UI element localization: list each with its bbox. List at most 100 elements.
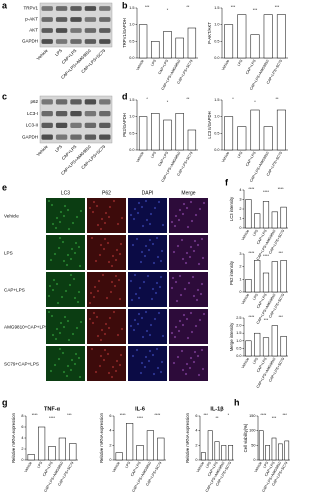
cell-signal [139, 371, 143, 375]
cell-signal [53, 363, 57, 367]
bar [27, 454, 35, 461]
y-tick-label: 0.0 [214, 148, 219, 152]
cell-signal [185, 251, 189, 255]
bar [151, 41, 160, 59]
cell-signal [201, 256, 205, 260]
x-tick-label: CAP+LPS [158, 150, 170, 167]
bar [284, 440, 290, 461]
cell-signal [192, 360, 196, 364]
cell-signal [197, 373, 201, 377]
cell-signal [100, 217, 104, 221]
significance: **** [32, 413, 38, 417]
blot-band [84, 39, 97, 44]
blot-band [70, 111, 82, 117]
cell-signal [170, 220, 174, 224]
significance: ** [216, 416, 219, 420]
cell-signal [192, 249, 196, 253]
column-label: P62 [102, 190, 111, 196]
x-tick-label: LPS [150, 150, 157, 158]
x-tick-label: CAP+LPS [256, 356, 268, 373]
x-tick-label: LPS [237, 58, 244, 66]
x-tick-label: Vehicle [254, 461, 263, 473]
cell-signal [160, 360, 164, 364]
y-tick-label: 1.5 [214, 98, 219, 102]
cell-signal [114, 258, 118, 262]
protein-label: GAPDH [22, 134, 38, 139]
y-tick-label: 0 [109, 458, 111, 462]
cell-signal [73, 362, 77, 366]
cell-signal [136, 211, 140, 215]
blot-band [41, 28, 53, 33]
cell-signal [103, 221, 107, 225]
y-tick-label: 2.0 [236, 324, 241, 328]
x-tick-label: Vehicle [241, 293, 250, 305]
bar [250, 34, 260, 59]
cell-signal [144, 310, 148, 314]
cell-signal [55, 216, 59, 220]
bar [271, 211, 278, 229]
cell-signal [160, 249, 164, 253]
cell-signal [154, 291, 158, 295]
blot-band [99, 17, 111, 22]
cell-signal [187, 281, 191, 285]
cell-signal [79, 320, 83, 324]
cell-signal [62, 370, 66, 374]
cell-signal [161, 223, 165, 227]
y-tick-label: 3 [239, 198, 241, 202]
cell-signal [189, 311, 193, 315]
cell-signal [103, 348, 107, 352]
cell-signal [159, 259, 163, 263]
row-label: CAP+LPS [4, 288, 25, 293]
y-tick-label: 2 [239, 207, 241, 211]
cell-signal [197, 262, 201, 266]
x-tick-label: LPS [124, 460, 131, 468]
cell-signal [153, 206, 157, 210]
bar [224, 116, 234, 151]
micrograph [87, 346, 126, 381]
y-tick-label: 0 [239, 290, 241, 294]
y-tick-label: 50 [251, 443, 255, 447]
cell-signal [107, 326, 111, 330]
y-tick-label: 1.0 [214, 115, 219, 119]
micrograph [46, 235, 85, 270]
blot-band [84, 134, 97, 140]
cell-signal [54, 337, 58, 341]
blot-band [55, 122, 68, 128]
cell-signal [91, 321, 95, 325]
bar [254, 213, 261, 229]
y-tick-label: 1.5 [236, 331, 241, 335]
column-label: Merge [181, 190, 195, 196]
cell-signal [57, 246, 61, 250]
cell-signal [62, 325, 66, 329]
x-tick-label: LPS [252, 356, 259, 364]
y-tick-label: 4 [195, 429, 197, 433]
lane-label: LPS [54, 144, 63, 153]
cell-signal [132, 217, 136, 221]
cell-signal [92, 200, 96, 204]
y-tick-label: 1.0 [129, 23, 134, 27]
bar [163, 31, 172, 59]
cell-signal [94, 259, 98, 263]
cell-signal [101, 273, 105, 277]
cell-signal [55, 282, 59, 286]
x-tick-label: CAP+LPS [158, 58, 170, 75]
cell-signal [174, 280, 178, 284]
x-tick-label: LPS [252, 228, 259, 236]
cell-signal [67, 227, 71, 231]
cell-signal [115, 248, 119, 252]
cell-signal [129, 279, 133, 283]
cell-signal [65, 374, 69, 378]
blot-band [70, 17, 82, 22]
cell-signal [53, 252, 57, 256]
micrograph [169, 272, 208, 307]
cell-signal [71, 332, 75, 336]
cell-signal [156, 366, 160, 370]
protein-label: TRPV1 [23, 6, 38, 11]
y-tick-label: 100 [249, 429, 255, 433]
blot-band [70, 28, 82, 33]
y-tick-label: 0.0 [129, 56, 134, 60]
y-tick-label: 0.5 [236, 346, 241, 350]
cell-signal [98, 364, 102, 368]
y-tick-label: 1 [239, 277, 241, 281]
cell-signal [172, 361, 176, 365]
